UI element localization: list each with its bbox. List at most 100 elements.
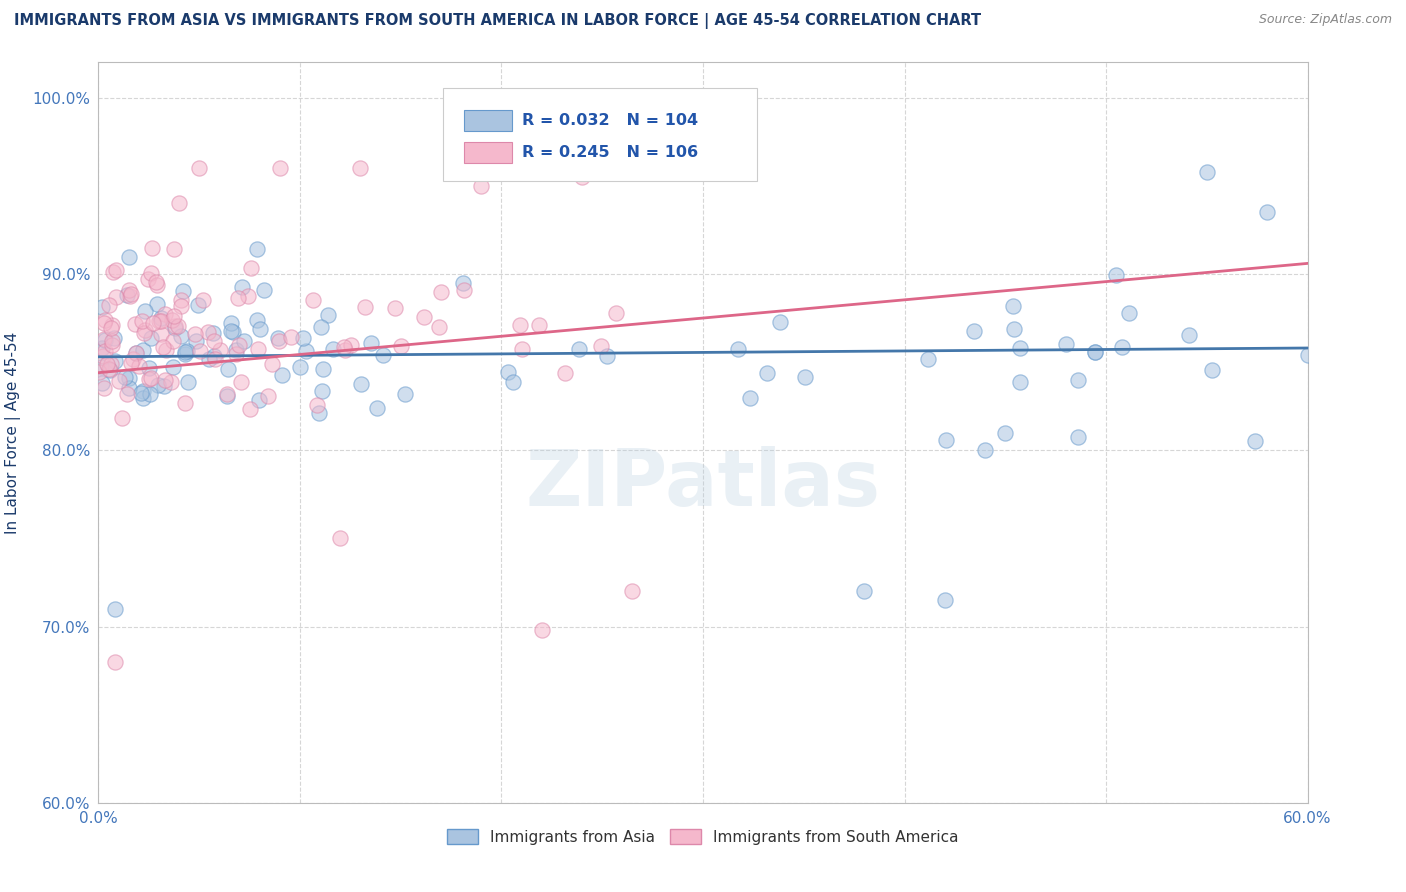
Point — [1083, 345, 1105, 359]
Text: IMMIGRANTS FROM ASIA VS IMMIGRANTS FROM SOUTH AMERICA IN LABOR FORCE | AGE 45-54: IMMIGRANTS FROM ASIA VS IMMIGRANTS FROM … — [14, 13, 981, 29]
Point — [103, 602, 125, 616]
Point — [89, 365, 111, 379]
Point — [174, 345, 197, 359]
Point — [125, 345, 148, 359]
Point — [145, 275, 167, 289]
Point — [256, 389, 278, 403]
Point — [187, 298, 209, 312]
Point — [174, 346, 197, 360]
Point — [146, 377, 169, 392]
Point — [198, 352, 221, 367]
Point — [1111, 340, 1133, 354]
Point — [267, 330, 290, 344]
Point — [509, 318, 531, 332]
Point — [114, 369, 136, 384]
Point — [270, 368, 292, 383]
Point — [128, 359, 150, 373]
Point — [136, 272, 159, 286]
FancyBboxPatch shape — [443, 88, 758, 181]
Point — [188, 344, 211, 359]
Point — [172, 285, 194, 299]
Text: ZIPatlas: ZIPatlas — [526, 446, 880, 523]
Point — [312, 361, 335, 376]
Point — [295, 343, 318, 358]
Point — [530, 623, 553, 637]
Point — [153, 379, 176, 393]
Point — [215, 388, 238, 402]
Point — [202, 334, 225, 348]
Point — [142, 316, 165, 330]
Point — [103, 655, 125, 669]
Point — [451, 276, 474, 290]
Point — [118, 289, 141, 303]
Point — [149, 326, 172, 341]
Point — [1118, 305, 1140, 319]
Point — [188, 161, 211, 176]
Point — [177, 375, 200, 389]
Point — [184, 327, 207, 342]
Point — [125, 346, 148, 360]
Point — [120, 356, 142, 370]
Point — [427, 319, 450, 334]
Point — [917, 352, 939, 367]
Point — [305, 398, 328, 412]
Point — [222, 326, 245, 340]
Point — [219, 324, 242, 338]
Point — [301, 293, 323, 308]
Point — [118, 283, 141, 297]
Point — [94, 333, 117, 347]
Point — [90, 301, 112, 315]
Text: Source: ZipAtlas.com: Source: ZipAtlas.com — [1258, 13, 1392, 27]
Point — [311, 384, 333, 398]
Text: R = 0.245   N = 106: R = 0.245 N = 106 — [522, 145, 697, 161]
Point — [568, 342, 591, 356]
Point — [240, 260, 263, 275]
Point — [963, 324, 986, 338]
Point — [231, 375, 253, 389]
Point — [146, 278, 169, 293]
Point — [101, 338, 124, 352]
Point — [91, 376, 114, 390]
Point — [163, 242, 186, 256]
Point — [184, 334, 207, 348]
Point — [384, 301, 406, 315]
Point — [246, 242, 269, 256]
Point — [309, 320, 332, 334]
Point — [101, 334, 124, 348]
Point — [756, 367, 779, 381]
Point — [329, 532, 352, 546]
Point — [152, 340, 174, 354]
FancyBboxPatch shape — [464, 110, 512, 130]
Point — [1201, 363, 1223, 377]
Point — [1195, 165, 1218, 179]
Point — [118, 250, 141, 264]
Point — [366, 401, 388, 416]
Point — [104, 354, 127, 368]
Point — [225, 347, 247, 361]
Point — [340, 337, 363, 351]
Point — [197, 326, 219, 340]
Point — [120, 287, 142, 301]
Point — [138, 371, 160, 385]
Point — [249, 322, 271, 336]
Point — [160, 313, 183, 327]
Point — [96, 358, 118, 372]
Point — [93, 381, 115, 395]
Point — [769, 315, 792, 329]
Point — [853, 584, 876, 599]
Point — [153, 307, 176, 321]
Point — [134, 326, 156, 341]
Point — [138, 360, 160, 375]
Point — [100, 321, 122, 335]
Point — [124, 317, 146, 331]
Point — [165, 319, 187, 334]
Point — [162, 334, 184, 348]
Point — [389, 339, 412, 353]
Point — [1067, 373, 1090, 387]
Point — [510, 342, 533, 356]
Point — [94, 343, 117, 358]
Point — [1084, 345, 1107, 359]
Point — [1178, 328, 1201, 343]
Point — [141, 241, 163, 255]
Point — [1244, 434, 1267, 448]
